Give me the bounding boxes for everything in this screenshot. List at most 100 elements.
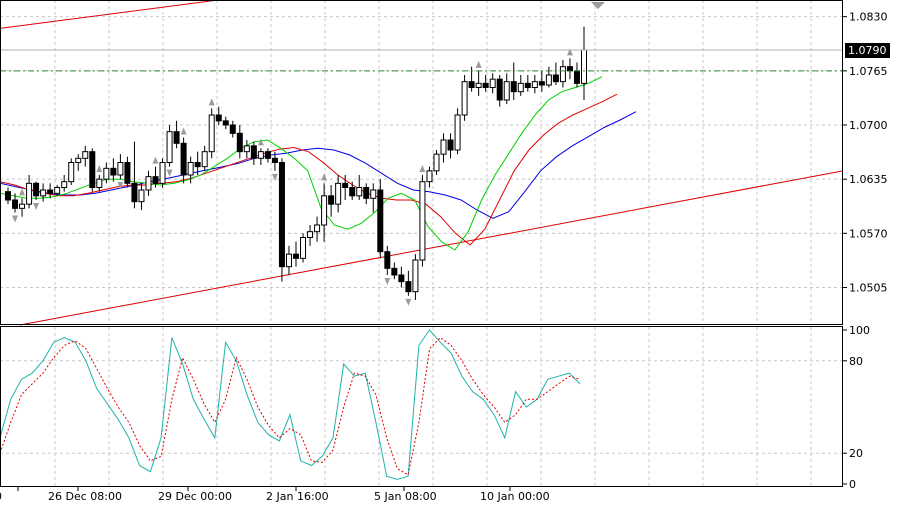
candle xyxy=(370,183,377,213)
fractal-up-icon xyxy=(566,48,573,56)
candle-body-bull xyxy=(454,114,461,151)
candle-body-bear xyxy=(482,82,489,89)
candle-body-bull xyxy=(314,224,321,233)
candle xyxy=(124,156,131,188)
candle xyxy=(89,148,96,192)
candle-body-bull xyxy=(138,189,145,203)
candle xyxy=(503,73,510,105)
candle-body-bull xyxy=(61,181,68,189)
candle-body-bear xyxy=(573,70,580,84)
price-panel[interactable] xyxy=(0,0,844,326)
candle xyxy=(356,175,363,200)
candle-body-bear xyxy=(5,191,11,201)
candle xyxy=(510,62,517,100)
candle xyxy=(419,175,426,267)
candle xyxy=(405,270,412,296)
candle xyxy=(426,166,433,188)
candle xyxy=(461,75,468,121)
candle xyxy=(68,158,75,185)
candle xyxy=(454,108,461,155)
candle-body-bear xyxy=(124,162,131,184)
stochastic-lines xyxy=(0,329,581,480)
time-tick-label: 26 Dec 08:00 xyxy=(48,490,122,503)
candle-body-bull xyxy=(145,176,152,191)
candle-body-bear xyxy=(12,199,19,209)
candle xyxy=(54,185,61,196)
candle-body-bull xyxy=(26,182,33,205)
candle xyxy=(26,175,33,209)
candle xyxy=(377,179,384,259)
candle xyxy=(398,266,405,288)
candle-body-bear xyxy=(271,157,278,163)
candle-body-bull xyxy=(68,162,75,183)
candle-body-bull xyxy=(503,81,510,101)
trend-lines xyxy=(0,0,844,326)
candle-body-bear xyxy=(398,274,405,283)
candle xyxy=(180,137,187,184)
candle-body-bear xyxy=(447,139,454,151)
candle xyxy=(250,141,257,165)
candle-body-bear xyxy=(524,82,531,89)
candle-body-bull xyxy=(335,182,342,205)
stochastic-grid xyxy=(0,327,843,486)
candle-body-bull xyxy=(581,49,587,84)
candle xyxy=(145,170,152,196)
candle xyxy=(524,75,531,92)
candle-body-bull xyxy=(475,82,482,89)
candle-body-bear xyxy=(131,182,138,203)
candle xyxy=(5,187,11,205)
candle-body-bear xyxy=(152,176,159,184)
candle xyxy=(321,183,328,242)
candle xyxy=(489,73,496,94)
ma-slow-line xyxy=(0,111,637,219)
fractal-up-icon xyxy=(152,156,159,164)
candle-body-bull xyxy=(166,131,173,164)
price-tick-label: 1.0570 xyxy=(849,227,888,240)
candle-body-bear xyxy=(363,187,370,199)
candle-body-bear xyxy=(173,131,180,144)
fractal-down-icon xyxy=(384,278,391,285)
candle-body-bear xyxy=(391,267,398,276)
candle xyxy=(131,141,138,209)
price-panel-border xyxy=(0,0,843,325)
candle xyxy=(222,116,229,130)
candle xyxy=(342,175,349,200)
stochastic-tick-label: 0 xyxy=(849,478,856,491)
candle-body-bull xyxy=(201,151,208,168)
lower-trend-line xyxy=(19,170,844,326)
candle xyxy=(173,120,180,149)
time-tick-label: 29 Dec 00:00 xyxy=(158,490,232,503)
candle-body-bull xyxy=(517,82,524,93)
candle-body-bull xyxy=(75,157,82,163)
candle-body-bull xyxy=(433,153,440,172)
stochastic-panel-border xyxy=(0,326,843,487)
candle xyxy=(166,125,173,167)
candle xyxy=(243,140,250,159)
price-tick-label: 1.0635 xyxy=(849,173,888,186)
fractal-up-icon xyxy=(180,127,187,135)
upper-trend-line xyxy=(0,0,219,29)
stochastic-panel[interactable] xyxy=(0,326,843,487)
candle-body-bull xyxy=(307,231,314,239)
candle xyxy=(293,241,299,267)
candle-body-bear xyxy=(250,145,257,159)
candle-body-bear xyxy=(566,66,573,72)
candle-body-bull xyxy=(243,145,250,153)
candle-body-bear xyxy=(377,189,384,253)
price-axis[interactable]: 1.0830 1.0765 1.0700 1.0635 1.0570 1.0505 xyxy=(843,11,888,295)
candle xyxy=(138,183,145,210)
candle xyxy=(475,70,482,96)
price-tick-label: 1.0700 xyxy=(849,119,888,132)
candle xyxy=(40,183,47,202)
candle xyxy=(61,175,68,192)
scroll-marker-icon[interactable] xyxy=(591,2,605,9)
candle xyxy=(559,60,566,88)
candle xyxy=(110,158,117,182)
fractal-up-icon xyxy=(96,165,103,172)
time-axis[interactable]: 00 26 Dec 08:00 29 Dec 00:00 2 Jan 16:00 5 J… xyxy=(0,487,550,503)
stochastic-main-line xyxy=(0,329,581,480)
candle xyxy=(215,106,222,125)
fractal-down-icon xyxy=(117,182,124,190)
